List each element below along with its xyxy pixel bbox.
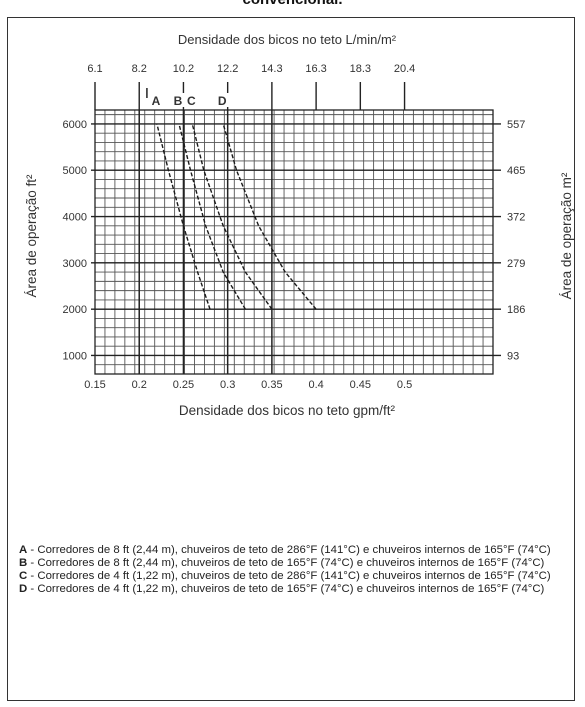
legend-note-letter: B: [19, 557, 28, 569]
legend-note-c: C - Corredores de 4 ft (1,22 m), chuveir…: [19, 570, 571, 583]
legend-note-letter: D: [19, 583, 28, 595]
legend-note-text: - Corredores de 4 ft (1,22 m), chuveiros…: [27, 583, 545, 595]
figure-frame: [7, 17, 575, 701]
legend-note-b: B - Corredores de 8 ft (2,44 m), chuveir…: [19, 557, 571, 570]
y-right-tick-label: 372: [507, 212, 525, 224]
curve-a: [156, 123, 211, 310]
chart-grid: [94, 110, 494, 375]
curve-label-bg: [216, 93, 230, 107]
chart-y-axis-label: Área de operação ft²: [24, 174, 39, 298]
y-tick-label: 3000: [63, 258, 87, 270]
curve-label-bg: [149, 93, 163, 107]
curve-label-c: C: [187, 94, 196, 108]
curve-label-bg: [172, 93, 186, 107]
chart-axes: 0.15 0.2 0.25 0.3 0.35 0.4 0.45 0.5 6.1 8.2 10.2 12…: [63, 63, 526, 391]
legend-notes: A - Corredores de 8 ft (2,44 m), chuveir…: [19, 544, 571, 596]
legend-note-text: - Corredores de 4 ft (1,22 m), chuveiros…: [27, 570, 551, 582]
y-right-tick-label: 465: [507, 165, 525, 177]
x-tick-label: 0.4: [308, 379, 323, 391]
x-tick-label: 0.3: [220, 379, 235, 391]
x-tick-label: 0.2: [132, 379, 147, 391]
chart-title: Densidade dos bicos no teto L/min/m²: [178, 32, 397, 47]
x-tick-label: 0.5: [397, 379, 412, 391]
legend-note-text: - Corredores de 8 ft (2,44 m), chuveiros…: [27, 557, 545, 569]
curve-c: [191, 123, 273, 310]
y-tick-label: 2000: [63, 304, 87, 316]
top-tick-label: 12.2: [217, 63, 238, 75]
x-tick-label: 0.25: [173, 379, 194, 391]
y-right-tick-label: 93: [507, 350, 519, 362]
legend-note-text: - Corredores de 8 ft (2,44 m), chuveiros…: [27, 544, 551, 556]
chart-x-axis-label: Densidade dos bicos no teto gpm/ft²: [179, 403, 396, 418]
curve-label-b: B: [174, 94, 183, 108]
y-tick-label: 5000: [63, 165, 87, 177]
legend-note-a: A - Corredores de 8 ft (2,44 m), chuveir…: [19, 544, 571, 557]
y-right-tick-label: 186: [507, 304, 525, 316]
top-tick-label: 10.2: [173, 63, 194, 75]
page-header-fragment: convencional.: [0, 0, 585, 8]
top-tick-label: 14.3: [261, 63, 282, 75]
y-right-tick-label: 557: [507, 119, 525, 131]
y-right-tick-label: 279: [507, 258, 525, 270]
curve-label-a: A: [152, 94, 161, 108]
x-tick-label: 0.35: [261, 379, 282, 391]
curve-label-d: D: [218, 94, 227, 108]
top-tick-label: 16.3: [305, 63, 326, 75]
legend-note-letter: C: [19, 570, 28, 582]
y-tick-label: 1000: [63, 350, 87, 362]
chart-y-axis-label-right: Área de operação m²: [559, 172, 574, 299]
legend-note-letter: A: [19, 544, 28, 556]
y-tick-label: 6000: [63, 119, 87, 131]
y-tick-label: 4000: [63, 212, 87, 224]
plot-border: [94, 109, 494, 375]
curve-label-bg: [185, 93, 199, 107]
top-tick-label: 18.3: [350, 63, 371, 75]
x-tick-label: 0.15: [84, 379, 105, 391]
curve-d: [222, 123, 317, 310]
top-tick-label: 20.4: [394, 63, 415, 75]
top-tick-label: 8.2: [132, 63, 147, 75]
curve-b: [178, 123, 247, 310]
top-tick-label: 6.1: [87, 63, 102, 75]
x-tick-label: 0.45: [350, 379, 371, 391]
legend-note-d: D - Corredores de 4 ft (1,22 m), chuveir…: [19, 583, 571, 596]
